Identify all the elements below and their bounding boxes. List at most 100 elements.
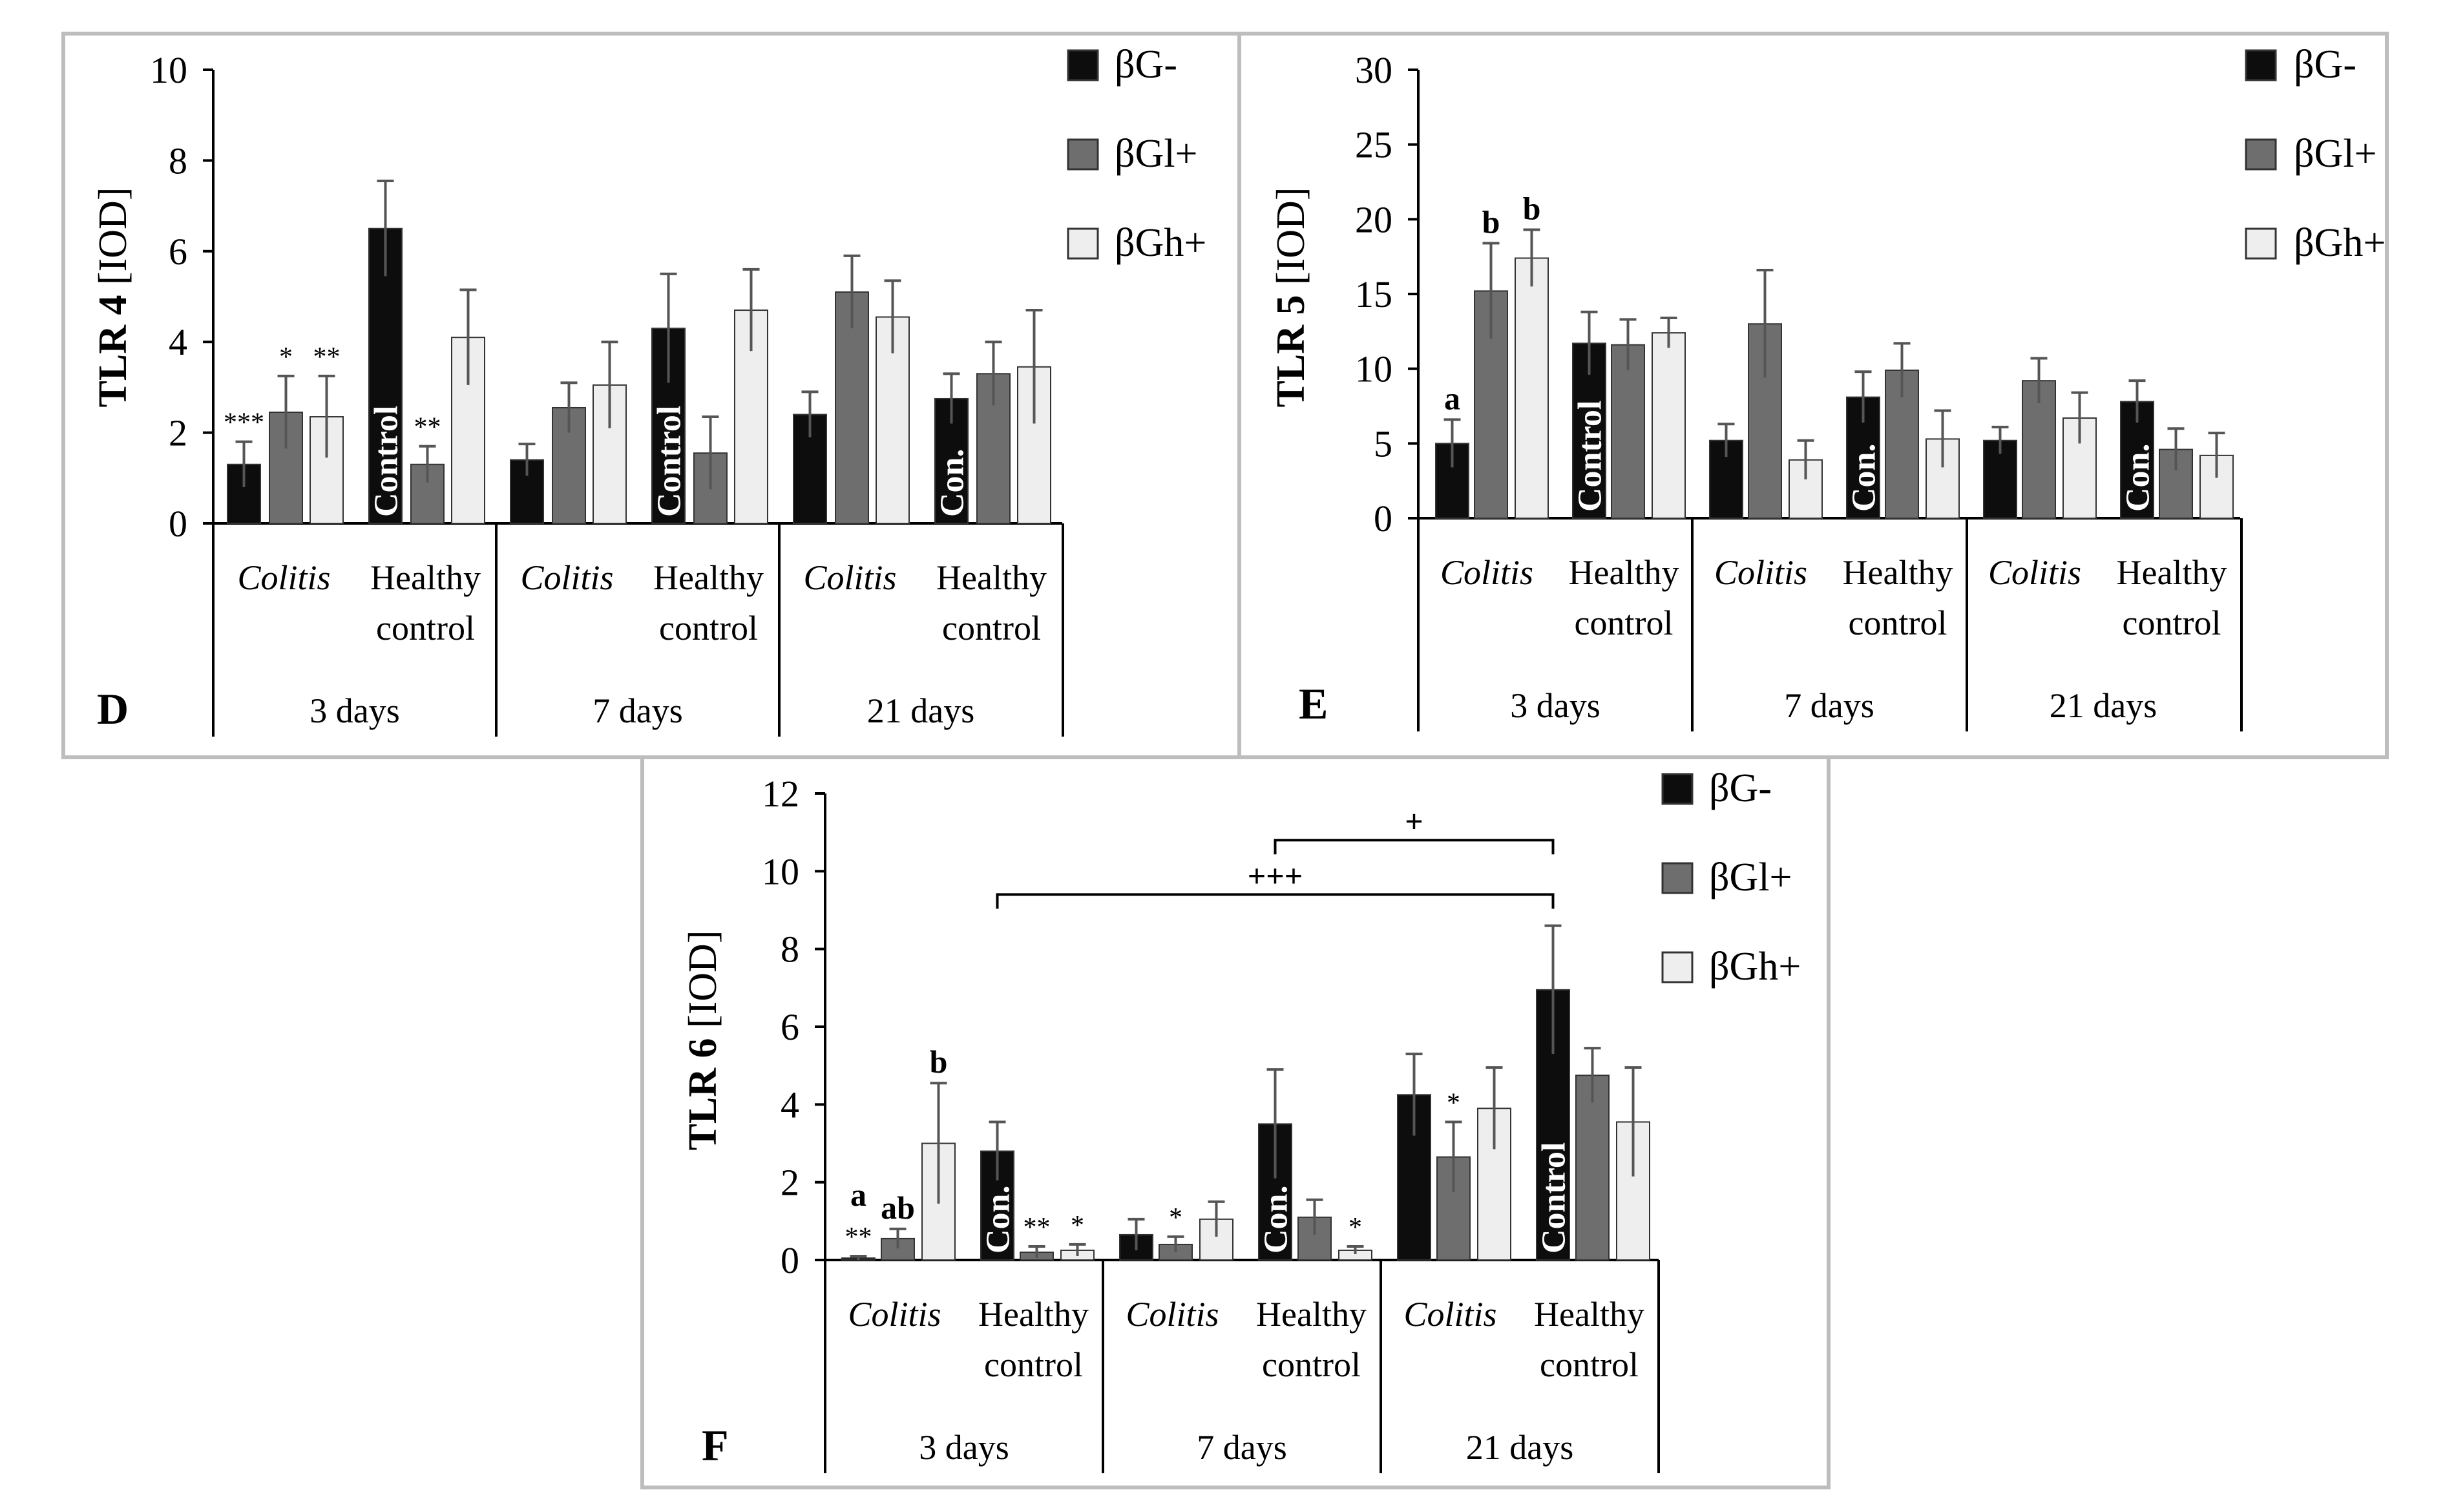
panel-letter: E <box>1299 679 1328 728</box>
panel-letter: F <box>702 1421 729 1470</box>
category-label-colitis: Colitis <box>1988 553 2081 592</box>
y-axis-label-unit: [IOD] <box>91 187 135 286</box>
legend-label: βGh+ <box>2294 221 2386 265</box>
category-label-healthy: Healthy <box>1534 1295 1644 1334</box>
legend-swatch-βGl+ <box>2245 138 2277 171</box>
legend-swatch-βGl+ <box>1067 138 1099 171</box>
category-label-control: control <box>1575 604 1674 642</box>
category-label-control: control <box>376 609 475 647</box>
y-axis-label: TLR 6 [IOD] <box>681 930 725 1151</box>
category-label-healthy: Healthy <box>936 558 1047 597</box>
y-tick-label: 0 <box>169 503 187 545</box>
bar-inner-label: Con. <box>1846 444 1883 512</box>
day-label: 3 days <box>1510 686 1600 725</box>
y-tick-label: 4 <box>169 321 187 363</box>
panel-letter: D <box>97 684 129 733</box>
significance-marker: * <box>1447 1088 1460 1118</box>
y-tick-label: 30 <box>1355 49 1392 91</box>
category-label-control: control <box>659 609 758 647</box>
bar-inner-label: Con. <box>1258 1186 1295 1254</box>
comparison-bracket-label: + <box>1405 803 1423 839</box>
bar-inner-label: Control <box>368 406 405 517</box>
category-label-healthy: Healthy <box>653 558 764 597</box>
legend-swatch-βG- <box>1661 773 1694 805</box>
category-label-control: control <box>1262 1345 1361 1384</box>
y-tick-label: 10 <box>150 49 187 91</box>
legend-label: βG- <box>1115 43 1177 87</box>
category-label-healthy: Healthy <box>1843 553 1953 592</box>
bar-βGl+ <box>1748 323 1782 519</box>
legend-swatch-βGh+ <box>1661 951 1694 983</box>
significance-marker: ** <box>1023 1213 1051 1243</box>
y-axis-label-name: TLR 6 <box>681 1028 725 1150</box>
y-tick-label: 10 <box>762 850 799 892</box>
day-label: 3 days <box>919 1428 1009 1467</box>
y-tick-label: 2 <box>169 412 187 454</box>
significance-marker: a <box>850 1177 866 1213</box>
significance-marker: ** <box>414 413 441 443</box>
category-label-colitis: Colitis <box>520 558 613 597</box>
legend-label: βGl+ <box>1115 132 1198 176</box>
y-tick-label: 6 <box>169 231 187 273</box>
day-label: 21 days <box>2050 686 2157 725</box>
category-label-control: control <box>2123 604 2221 642</box>
significance-marker: b <box>1482 204 1500 240</box>
y-tick-label: 10 <box>1355 348 1392 390</box>
day-label: 7 days <box>1197 1428 1286 1467</box>
legend-label: βG- <box>2294 43 2356 87</box>
y-tick-label: 8 <box>781 929 799 971</box>
category-label-colitis: Colitis <box>237 558 330 597</box>
y-axis-label-unit: [IOD] <box>681 930 725 1029</box>
category-label-colitis: Colitis <box>1403 1295 1496 1334</box>
legend-swatch-βGl+ <box>1661 862 1694 894</box>
significance-marker: ** <box>313 342 341 372</box>
y-tick-label: 5 <box>1374 423 1392 465</box>
bar-inner-label: Control <box>1572 401 1609 512</box>
y-tick-label: 0 <box>1374 498 1392 540</box>
category-label-control: control <box>942 609 1041 647</box>
comparison-bracket-label: +++ <box>1248 857 1303 894</box>
category-label-control: control <box>1540 1345 1639 1384</box>
significance-marker: a <box>1444 380 1460 416</box>
y-tick-label: 0 <box>781 1239 799 1281</box>
y-axis-label-name: TLR 4 <box>91 285 135 407</box>
y-axis-label-unit: [IOD] <box>1269 187 1313 286</box>
bar-βGh+ <box>1652 332 1686 519</box>
panel-e-frame <box>1237 32 2389 759</box>
significance-marker: * <box>1071 1211 1084 1241</box>
legend-label: βGh+ <box>1709 945 1801 989</box>
bar-βG- <box>793 414 827 525</box>
legend-swatch-βG- <box>2245 49 2277 81</box>
category-label-colitis: Colitis <box>1126 1295 1219 1334</box>
legend-label: βGh+ <box>1115 221 1206 265</box>
significance-marker: * <box>1348 1213 1362 1243</box>
legend-label: βG- <box>1709 766 1772 810</box>
bar-inner-label: Control <box>651 406 688 517</box>
bar-βGh+ <box>734 310 768 524</box>
significance-marker: b <box>930 1044 948 1080</box>
y-tick-label: 15 <box>1355 273 1392 315</box>
comparison-bracket <box>1274 839 1555 855</box>
y-tick-label: 25 <box>1355 124 1392 166</box>
significance-marker: b <box>1523 191 1541 227</box>
day-label: 7 days <box>593 691 682 730</box>
day-label: 3 days <box>310 691 399 730</box>
day-label: 21 days <box>1466 1428 1573 1467</box>
category-label-colitis: Colitis <box>1440 553 1533 592</box>
legend-swatch-βGh+ <box>2245 227 2277 260</box>
category-label-healthy: Healthy <box>1256 1295 1367 1334</box>
y-axis-label: TLR 4 [IOD] <box>91 187 135 408</box>
bar-inner-label: Con. <box>2120 444 2157 512</box>
bar-βGh+ <box>1515 257 1549 519</box>
y-tick-label: 2 <box>781 1162 799 1204</box>
day-label: 7 days <box>1784 686 1874 725</box>
y-tick-label: 12 <box>762 773 799 815</box>
panel-e: 0 5 10 15 20 25 30 TLR 5 [IOD] E Control Con. Con. a… <box>1269 43 2386 731</box>
significance-marker: ** <box>845 1223 872 1252</box>
panel-f-frame <box>640 755 1831 1489</box>
legend-label: βGl+ <box>2294 132 2377 176</box>
bar-βGl+ <box>1611 344 1645 519</box>
bar-inner-label: Con. <box>980 1186 1017 1254</box>
